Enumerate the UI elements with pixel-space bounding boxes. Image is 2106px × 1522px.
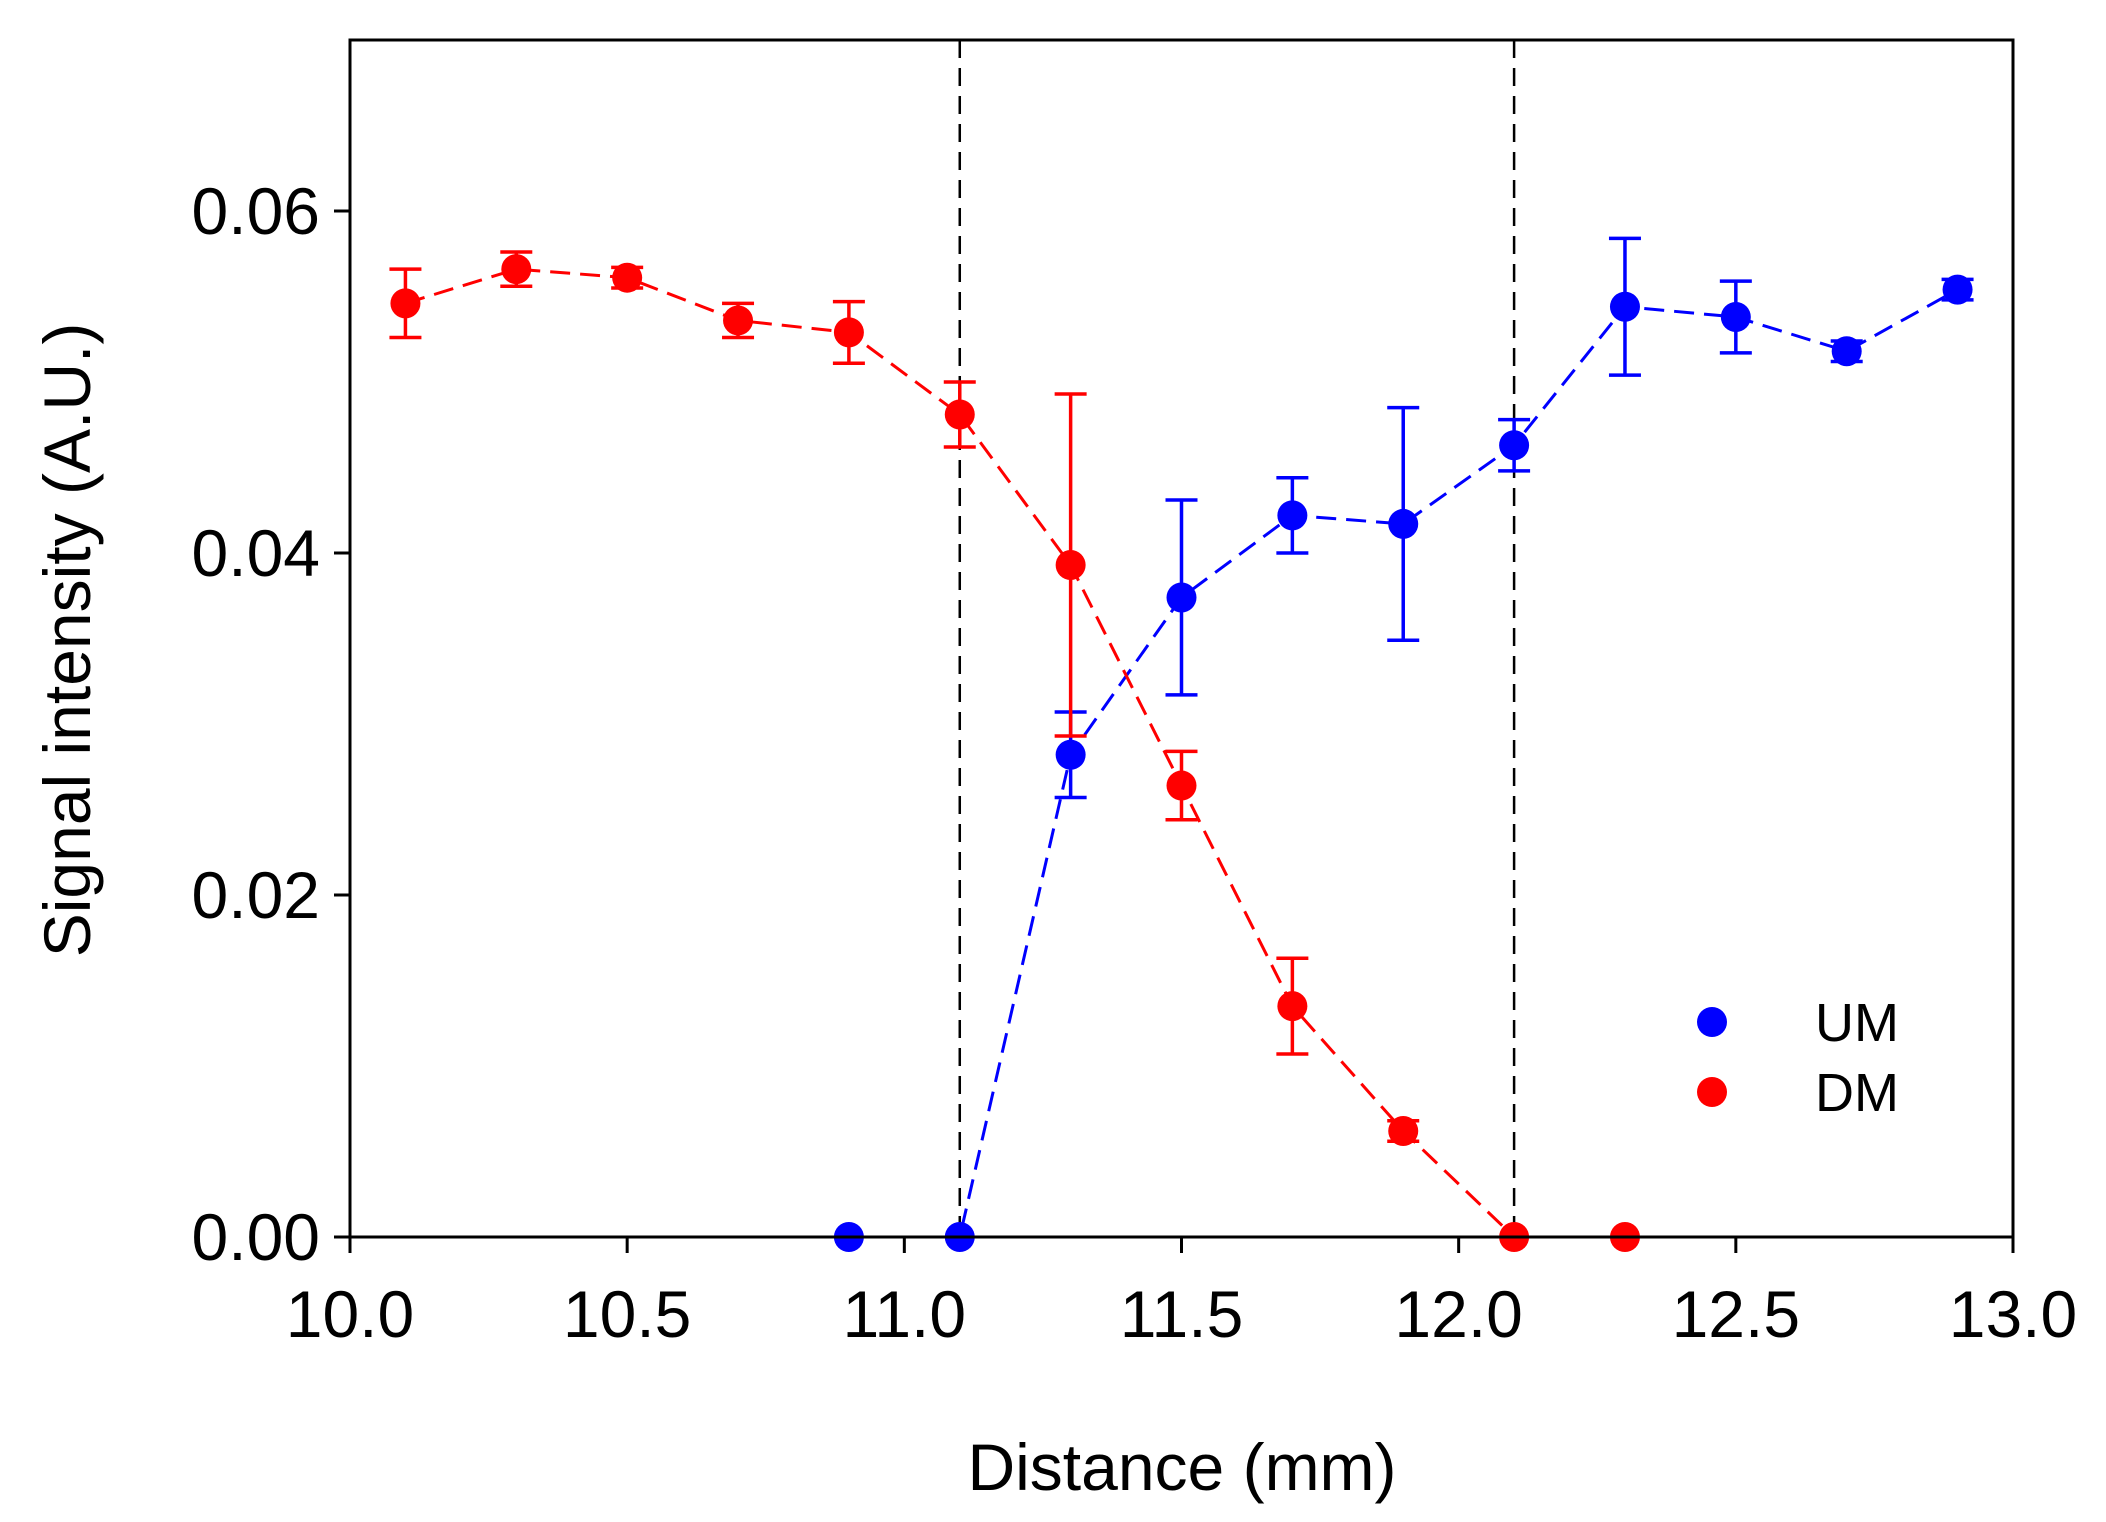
reference-lines [958,40,1516,1237]
um-point [1942,274,1973,305]
legend-marker-um [1697,1007,1727,1037]
dm-point [390,288,421,319]
legend: UM DM [1697,993,1899,1123]
y-tick-label: 0.00 [192,1200,320,1274]
dm-point [1277,991,1308,1022]
um-point [1609,291,1640,322]
x-tick-label: 12.0 [1394,1277,1522,1351]
dm-point [1166,770,1197,801]
x-axis-title: Distance (mm) [967,1430,1396,1504]
x-tick-label: 11.0 [843,1277,967,1351]
um-point [1277,500,1308,531]
dm-point [612,262,643,293]
y-tick-label: 0.02 [192,858,320,932]
dm-point [833,317,864,348]
x-tick-label: 11.5 [1120,1277,1244,1351]
legend-label-um: UM [1815,993,1899,1053]
um-point [1166,582,1197,613]
um-point [1831,336,1862,367]
series-layer [389,236,1974,1252]
x-tick-label: 10.5 [563,1277,691,1351]
legend-marker-dm [1697,1077,1727,1107]
x-tick-label: 10.0 [286,1277,414,1351]
dm-point [1055,549,1086,580]
series-um [833,236,1974,1252]
y-axis: 0.00 0.02 0.04 0.06 [192,174,350,1274]
dm-point [944,399,975,430]
um-point [1388,508,1419,539]
um-point [1720,302,1751,333]
um-point [1055,739,1086,770]
dm-point [501,254,532,285]
x-tick-label: 13.0 [1949,1277,2077,1351]
um-point [1499,430,1530,461]
y-axis-title: Signal intensity (A.U.) [30,323,104,958]
dm-point [1388,1115,1419,1146]
y-tick-label: 0.04 [192,516,320,590]
x-axis: 10.0 10.5 11.0 11.5 12.0 12.5 13.0 [286,1237,2077,1351]
dm-point [723,305,754,336]
series-dm [389,250,1640,1252]
um-line [848,288,1959,1239]
legend-label-dm: DM [1815,1063,1899,1123]
y-tick-label: 0.06 [192,174,320,248]
x-tick-label: 12.5 [1672,1277,1800,1351]
